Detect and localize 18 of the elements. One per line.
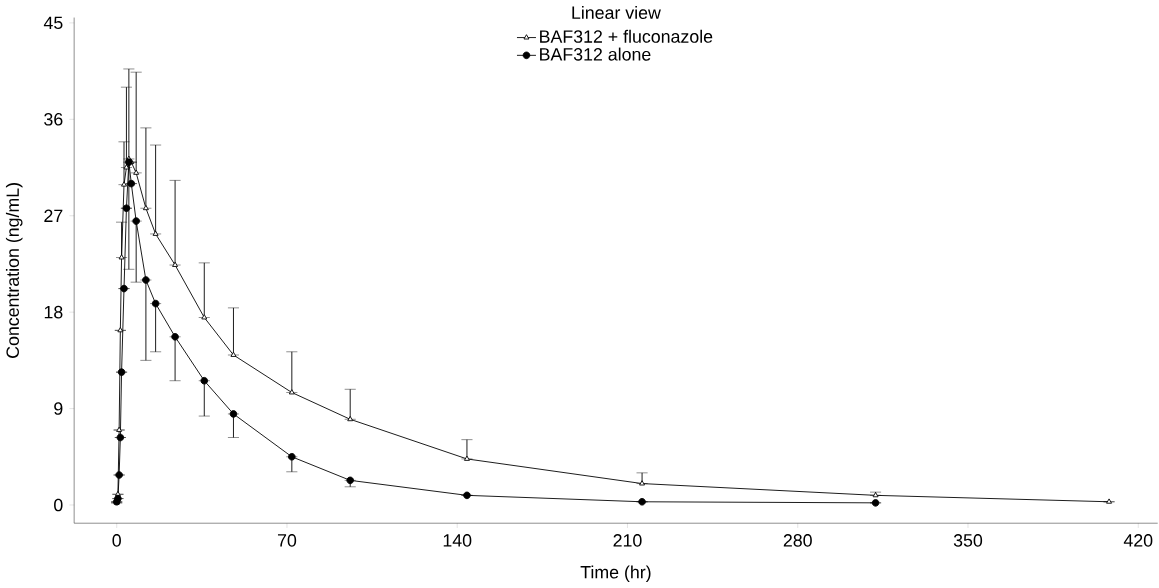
x-tick-label: 210 [613,534,642,547]
x-tick-label: 350 [953,534,983,547]
legend-title: Linear view [572,5,661,20]
x-tick-label: 140 [443,534,472,547]
x-tick-label: 0 [112,534,121,547]
y-tick-label: 9 [54,402,63,415]
x-axis-title: Time (hr) [580,565,651,583]
y-tick-label: 18 [44,305,63,319]
y-tick-label: 0 [54,498,63,512]
x-tick-label: 280 [783,534,812,547]
y-tick-label: 45 [43,16,63,30]
y-axis-title: Concentration (ng/mL) [5,183,23,358]
x-tick-label: 420 [1123,534,1153,547]
legend-label: BAF312 alone [540,47,651,61]
legend-label: BAF312 + fluconazole [540,29,713,43]
y-tick-label: 27 [44,209,63,222]
y-tick-label: 36 [44,113,63,126]
x-tick-label: 70 [277,534,297,547]
